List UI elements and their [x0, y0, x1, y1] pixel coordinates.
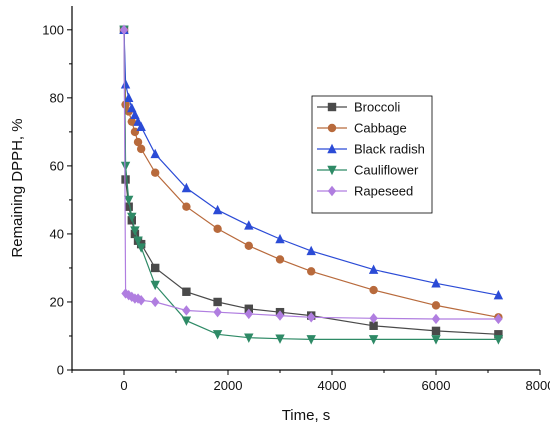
legend-marker-black-radish	[327, 143, 337, 154]
legend-label-black-radish: Black radish	[354, 142, 425, 157]
x-tick-label: 2000	[214, 378, 243, 393]
data-point-cabbage	[136, 144, 146, 154]
data-point-black-radish	[275, 233, 285, 244]
series-line-cauliflower	[123, 29, 499, 340]
data-point-cauliflower	[368, 335, 379, 345]
data-point-black-radish	[431, 278, 441, 288]
data-point-broccoli	[182, 287, 191, 296]
legend-marker-rapeseed	[327, 185, 337, 197]
legend: Broccoli Cabbage Black radish Cauliflower Ra…	[311, 95, 433, 214]
series-cabbage	[119, 25, 503, 322]
data-point-cabbage	[244, 241, 253, 251]
data-point-rapeseed	[136, 295, 146, 306]
data-point-black-radish	[493, 289, 504, 300]
data-point-black-radish	[244, 220, 254, 230]
data-point-cauliflower	[150, 280, 160, 291]
data-point-cauliflower	[127, 212, 137, 223]
y-tick-label: 80	[50, 90, 64, 105]
legend-label-broccoli: Broccoli	[354, 100, 400, 115]
series-rapeseed	[119, 24, 503, 325]
data-point-cauliflower	[212, 330, 223, 340]
data-point-rapeseed	[275, 310, 285, 321]
x-axis-title: Time, s	[282, 407, 331, 424]
data-point-cabbage	[307, 267, 316, 276]
data-point-cabbage	[127, 117, 136, 126]
data-point-broccoli	[121, 175, 130, 184]
data-point-cauliflower	[431, 335, 441, 345]
data-point-cabbage	[133, 137, 143, 147]
data-point-cabbage	[151, 168, 160, 177]
data-point-broccoli	[431, 326, 441, 336]
data-point-broccoli	[213, 297, 222, 307]
data-point-black-radish	[120, 79, 131, 89]
legend-label-cauliflower: Cauliflower	[354, 163, 419, 178]
x-tick-label: 0	[120, 378, 127, 393]
data-point-cabbage	[369, 285, 378, 295]
data-point-rapeseed	[307, 312, 316, 323]
data-point-broccoli	[494, 330, 503, 339]
data-point-black-radish	[150, 148, 160, 159]
data-point-black-radish	[127, 102, 137, 113]
y-tick-label: 60	[50, 158, 64, 173]
data-point-broccoli	[151, 263, 160, 273]
legend-marker-cabbage	[327, 123, 337, 133]
data-point-cabbage	[130, 127, 140, 137]
legend-label-cabbage: Cabbage	[354, 121, 407, 136]
data-point-broccoli	[124, 202, 133, 211]
series-layer	[119, 24, 504, 345]
data-point-cabbage	[182, 202, 191, 211]
series-line-black-radish	[123, 29, 499, 296]
series-cauliflower	[119, 25, 504, 345]
data-point-black-radish	[306, 245, 316, 256]
y-tick-label: 0	[57, 363, 64, 378]
data-point-black-radish	[368, 264, 379, 274]
legend-label-rapeseed: Rapeseed	[354, 184, 413, 199]
data-point-rapeseed	[494, 313, 503, 325]
data-point-cauliflower	[306, 335, 316, 345]
data-point-cauliflower	[493, 335, 504, 345]
y-ticks: 0 20 40 60 80 100	[42, 22, 72, 378]
y-tick-label: 20	[50, 294, 64, 309]
data-point-black-radish	[181, 182, 192, 193]
data-point-cauliflower	[133, 236, 143, 246]
data-point-rapeseed	[182, 305, 191, 316]
data-point-rapeseed	[151, 296, 160, 308]
data-point-cabbage	[213, 224, 222, 234]
data-point-black-radish	[212, 204, 223, 215]
data-point-rapeseed	[431, 313, 441, 325]
data-point-rapeseed	[369, 313, 378, 324]
data-point-rapeseed	[119, 24, 129, 36]
x-tick-label: 4000	[318, 378, 347, 393]
series-line-rapeseed	[123, 29, 499, 320]
series-line-cabbage	[123, 29, 499, 318]
x-tick-label: 6000	[422, 378, 451, 393]
y-tick-label: 40	[50, 226, 64, 241]
data-point-cauliflower	[244, 333, 254, 343]
data-point-broccoli	[369, 321, 378, 330]
data-point-cauliflower	[275, 334, 285, 344]
data-point-cauliflower	[136, 243, 146, 253]
data-point-black-radish	[130, 109, 140, 120]
data-point-cauliflower	[181, 316, 192, 326]
data-point-black-radish	[123, 92, 134, 103]
data-point-black-radish	[136, 121, 146, 131]
y-axis-title: Remaining DPPH, %	[9, 118, 26, 257]
data-point-cabbage	[121, 100, 130, 109]
series-broccoli	[119, 25, 503, 339]
data-point-cabbage	[431, 301, 441, 310]
data-point-cabbage	[275, 255, 285, 264]
data-point-cauliflower	[120, 161, 131, 172]
legend-marker-cauliflower	[327, 165, 337, 176]
y-tick-label: 100	[42, 22, 64, 37]
data-point-cauliflower	[123, 195, 134, 206]
data-point-rapeseed	[244, 308, 253, 320]
data-point-cauliflower	[130, 226, 140, 236]
data-point-rapeseed	[213, 306, 222, 318]
series-black-radish	[119, 24, 504, 300]
axes	[71, 6, 540, 371]
legend-marker-broccoli	[327, 102, 337, 112]
